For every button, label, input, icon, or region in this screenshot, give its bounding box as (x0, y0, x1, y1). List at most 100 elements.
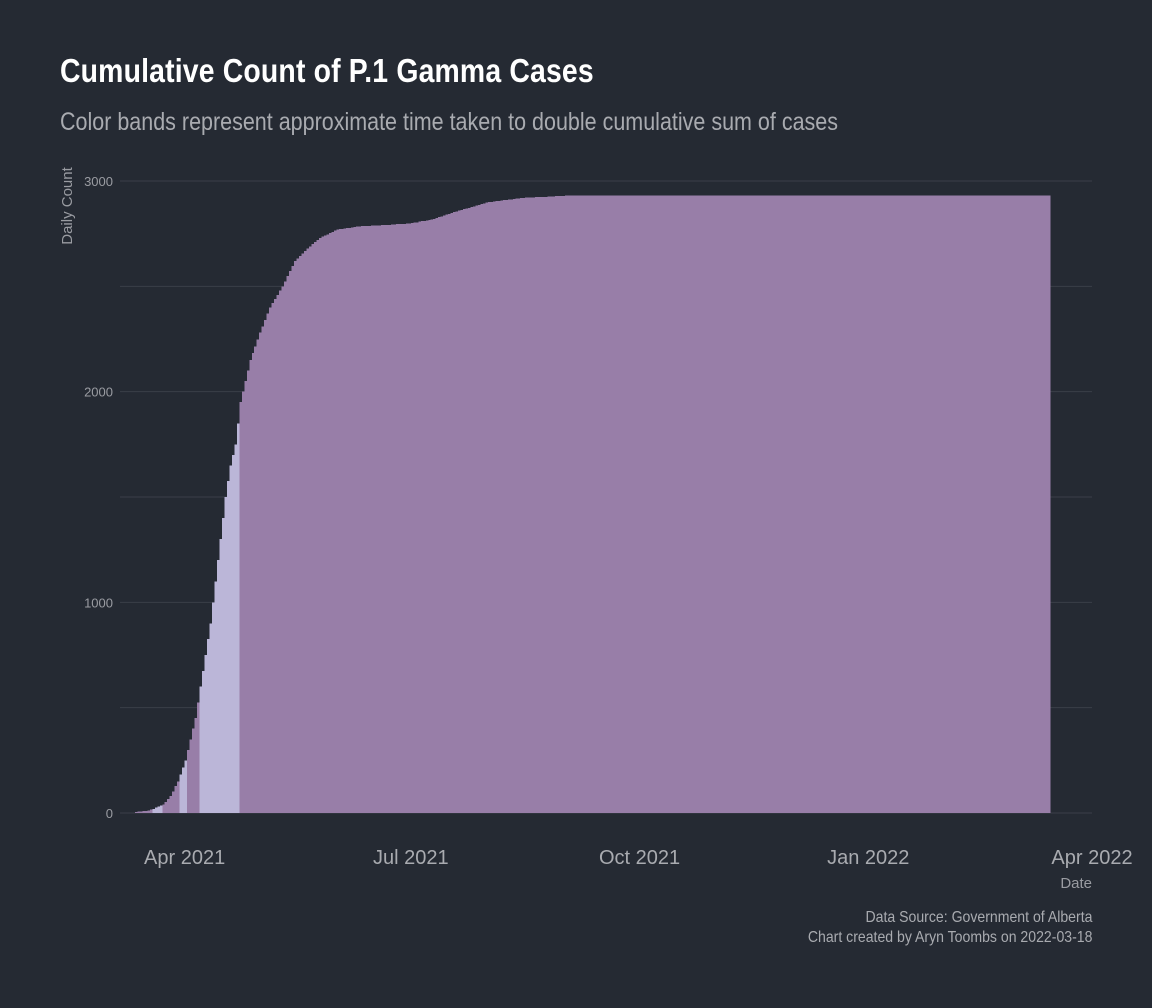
bar (714, 195, 718, 813)
bar (214, 581, 218, 813)
bar (231, 454, 235, 813)
bar (721, 195, 725, 813)
bar (612, 195, 616, 813)
bar (701, 195, 705, 813)
bar (266, 313, 270, 813)
bar (1044, 195, 1048, 813)
bar (348, 227, 352, 813)
bar (632, 195, 636, 813)
chart-subtitle: Color bands represent approximate time t… (60, 108, 838, 136)
bar (390, 224, 395, 813)
bar (651, 195, 656, 813)
bar (751, 195, 755, 813)
bar (172, 791, 176, 813)
bar (853, 195, 857, 813)
bar (194, 718, 198, 813)
bar (236, 423, 240, 813)
bar (510, 199, 514, 813)
bar (291, 266, 295, 813)
bar (254, 346, 258, 813)
bar (418, 221, 422, 813)
bar (562, 195, 566, 813)
bar (917, 195, 922, 813)
bar (480, 204, 484, 813)
bar (403, 223, 407, 814)
bar (592, 195, 596, 813)
bar (289, 271, 293, 813)
bar (957, 195, 961, 813)
bar (535, 197, 539, 814)
bar (890, 195, 894, 813)
bar (584, 195, 588, 813)
bar (587, 195, 591, 813)
bar (908, 195, 912, 813)
bar (572, 195, 576, 813)
bar (589, 195, 593, 813)
bar (709, 195, 713, 813)
x-tick-label: Apr 2021 (144, 847, 225, 869)
bar (433, 218, 437, 814)
bar (321, 236, 325, 814)
bar (748, 195, 753, 813)
bar (495, 201, 499, 813)
bar (937, 195, 941, 813)
x-tick-label: Oct 2021 (599, 847, 680, 869)
x-tick-label: Jan 2022 (827, 847, 909, 869)
bar (1024, 195, 1028, 813)
bar (950, 195, 954, 813)
bar (430, 219, 434, 814)
bar (826, 195, 830, 813)
bar (167, 798, 171, 813)
bar (691, 195, 695, 813)
bar (776, 195, 780, 813)
caption-source: Data Source: Government of Alberta (865, 909, 1092, 926)
bar (211, 602, 216, 813)
bar (741, 195, 745, 813)
bar (363, 226, 367, 814)
bar (408, 223, 412, 813)
bar (443, 215, 447, 814)
bar (669, 195, 673, 813)
bar (428, 219, 432, 813)
bar (438, 217, 442, 813)
bar (187, 749, 191, 813)
bar (773, 195, 777, 813)
bar (415, 222, 419, 814)
bar (204, 655, 208, 813)
bar (622, 195, 626, 813)
bar (249, 360, 253, 813)
bar (813, 195, 817, 813)
bar (686, 195, 690, 813)
bar (241, 391, 245, 813)
bar (726, 195, 730, 813)
bar (952, 195, 956, 813)
bar (1017, 195, 1021, 813)
bar (900, 195, 904, 813)
bar (264, 320, 268, 813)
bar (843, 195, 847, 813)
bar (515, 198, 519, 814)
bar (343, 228, 347, 813)
bar (990, 195, 994, 813)
bar (609, 195, 613, 813)
bar (627, 195, 631, 813)
bar (893, 195, 897, 813)
bar (835, 195, 840, 813)
bar (729, 195, 733, 813)
bar (1029, 195, 1033, 813)
bar (279, 290, 283, 814)
bar (1007, 195, 1011, 813)
bar (346, 227, 350, 814)
bar (865, 195, 869, 813)
bar (913, 195, 917, 813)
bar (468, 207, 472, 814)
bar (888, 195, 892, 813)
bar (169, 796, 173, 813)
bar (806, 195, 810, 813)
bar (154, 807, 158, 813)
bar (614, 195, 618, 813)
bar (445, 214, 449, 813)
bar (781, 195, 785, 813)
bar (579, 195, 583, 813)
bar (883, 195, 887, 813)
